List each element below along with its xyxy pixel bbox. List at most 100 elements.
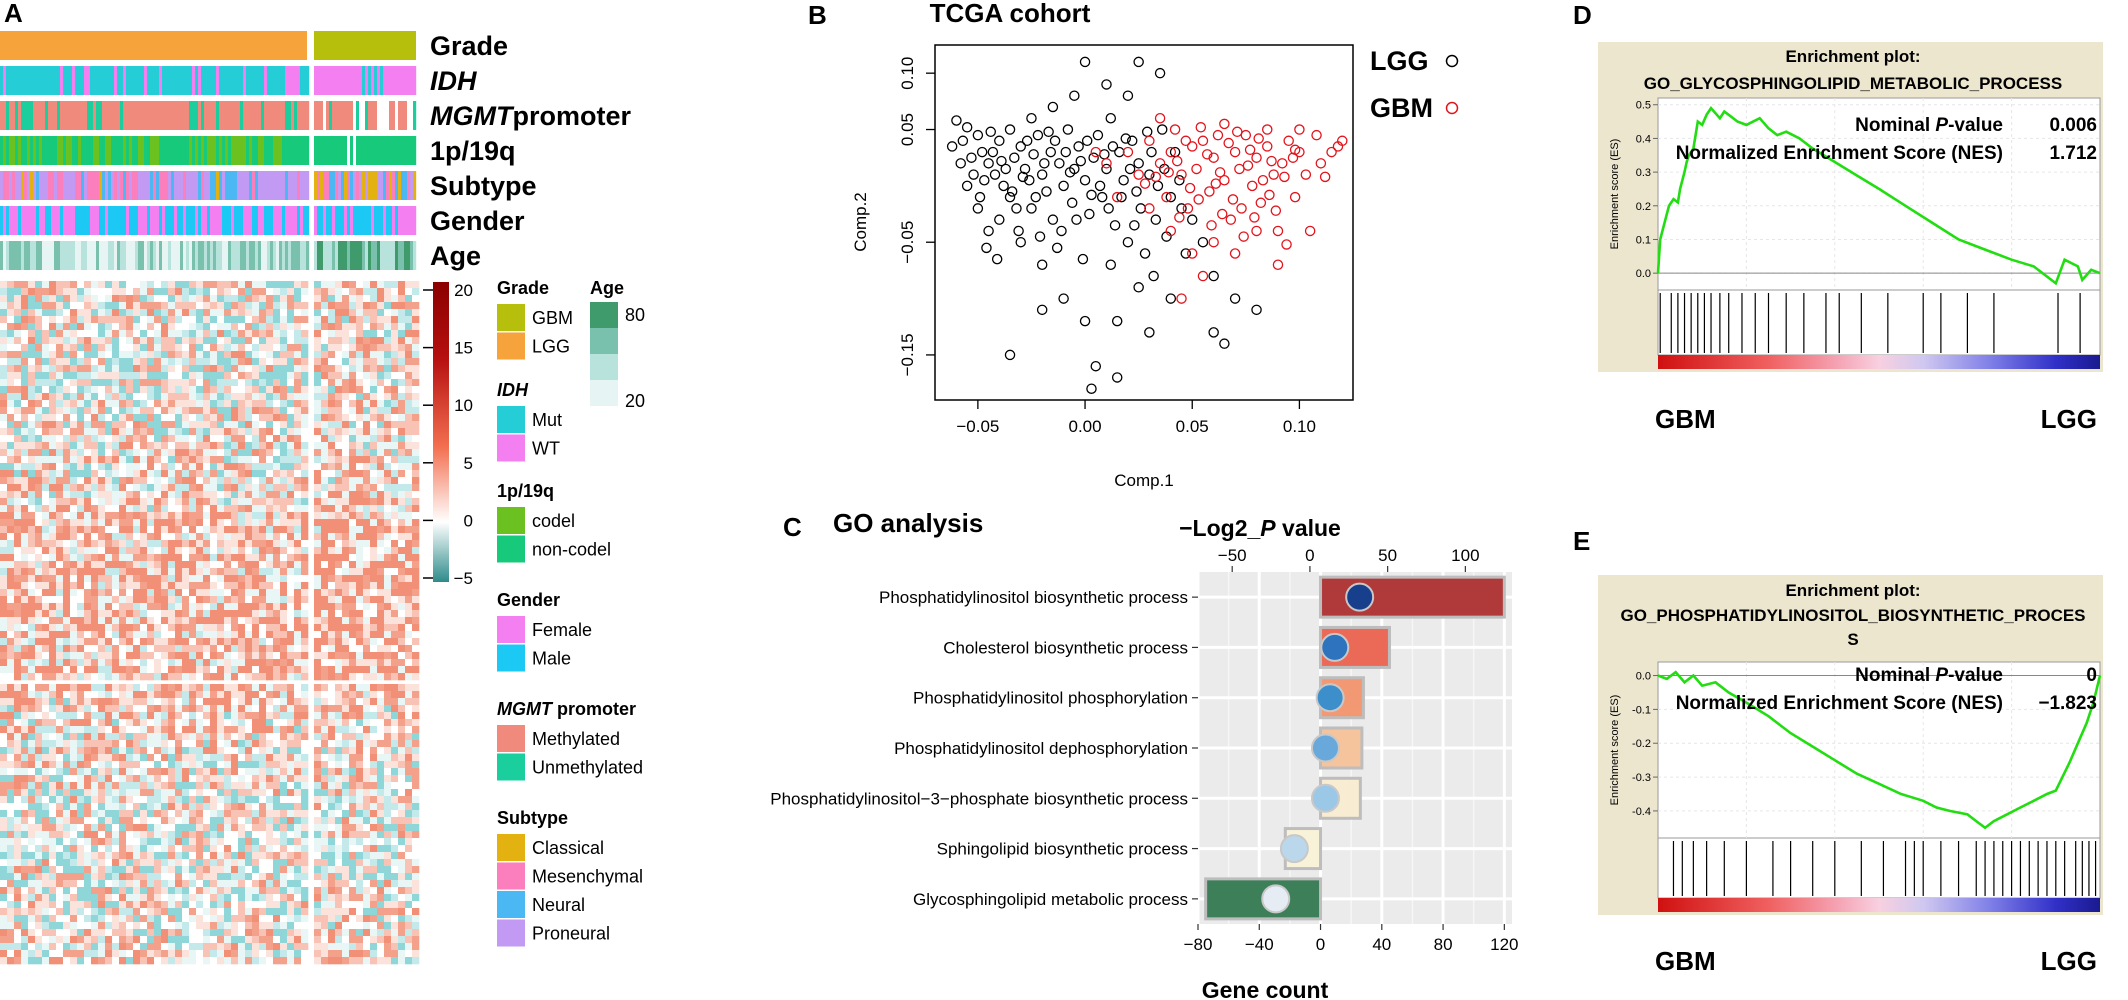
track-label: 1p/19q bbox=[430, 136, 516, 166]
heatmap-cell bbox=[0, 754, 8, 762]
annotation-cell bbox=[153, 206, 157, 235]
track-label: Age bbox=[430, 241, 481, 271]
heatmap-cell bbox=[119, 817, 127, 825]
heatmap-cell bbox=[189, 831, 197, 839]
heatmap-cell bbox=[294, 652, 302, 660]
heatmap-cell bbox=[273, 929, 281, 937]
annotation-cell bbox=[300, 101, 304, 130]
heatmap-cell bbox=[105, 610, 113, 618]
heatmap-cell bbox=[77, 421, 85, 429]
heatmap-cell bbox=[168, 484, 176, 492]
heatmap-cell bbox=[98, 344, 106, 352]
heatmap-cell bbox=[210, 691, 218, 699]
heatmap-cell bbox=[161, 351, 169, 359]
heatmap-cell bbox=[182, 610, 190, 618]
annotation-cell bbox=[117, 66, 121, 95]
heatmap-cell bbox=[105, 859, 113, 867]
heatmap-cell bbox=[231, 519, 239, 527]
heatmap-cell bbox=[280, 754, 288, 762]
heatmap-cell bbox=[168, 337, 176, 345]
heatmap-cell bbox=[105, 533, 113, 541]
heatmap-cell bbox=[252, 652, 260, 660]
heatmap-cell bbox=[224, 344, 232, 352]
annotation-cell bbox=[240, 66, 244, 95]
heatmap-cell bbox=[252, 491, 260, 499]
annotation-cell bbox=[395, 136, 399, 165]
heatmap-cell bbox=[252, 831, 260, 839]
heatmap-cell bbox=[140, 428, 148, 436]
heatmap-cell bbox=[154, 323, 162, 331]
heatmap-cell bbox=[294, 526, 302, 534]
heatmap-cell bbox=[119, 726, 127, 734]
heatmap-cell bbox=[161, 768, 169, 776]
heatmap-cell bbox=[0, 901, 8, 909]
heatmap-cell bbox=[217, 463, 225, 471]
heatmap-cell bbox=[28, 330, 36, 338]
annotation-cell bbox=[338, 171, 342, 200]
heatmap-cell bbox=[287, 859, 295, 867]
annotation-cell bbox=[207, 241, 211, 270]
heatmap-cell bbox=[84, 547, 92, 555]
heatmap-cell bbox=[245, 915, 253, 923]
heatmap-cell bbox=[273, 631, 281, 639]
annotation-cell bbox=[344, 101, 348, 130]
heatmap-cell bbox=[231, 666, 239, 674]
heatmap-cell bbox=[77, 428, 85, 436]
annotation-cell bbox=[285, 101, 289, 130]
annotation-cell bbox=[141, 206, 145, 235]
heatmap-cell bbox=[35, 323, 43, 331]
annotation-cell bbox=[36, 241, 40, 270]
heatmap-cell bbox=[126, 351, 134, 359]
annotation-cell bbox=[33, 241, 37, 270]
heatmap-cell bbox=[287, 547, 295, 555]
heatmap-cell bbox=[42, 603, 50, 611]
heatmap-cell bbox=[301, 747, 309, 755]
heatmap-cell bbox=[49, 684, 57, 692]
heatmap-cell bbox=[203, 498, 211, 506]
heatmap-cell bbox=[7, 421, 15, 429]
heatmap-cell bbox=[0, 852, 8, 860]
heatmap-cell bbox=[294, 337, 302, 345]
heatmap-cell bbox=[273, 435, 281, 443]
heatmap-cell bbox=[280, 505, 288, 513]
heatmap-cell bbox=[280, 400, 288, 408]
heatmap-cell bbox=[7, 705, 15, 713]
heatmap-cell bbox=[287, 915, 295, 923]
heatmap-cell bbox=[189, 740, 197, 748]
heatmap-cell bbox=[42, 705, 50, 713]
heatmap-cell bbox=[168, 817, 176, 825]
annotation-cell bbox=[162, 171, 166, 200]
heatmap-cell bbox=[245, 442, 253, 450]
heatmap-cell bbox=[154, 866, 162, 874]
heatmap-cell bbox=[273, 936, 281, 944]
heatmap-cell bbox=[175, 582, 183, 590]
heatmap-cell bbox=[84, 526, 92, 534]
heatmap-cell bbox=[56, 498, 64, 506]
heatmap-cell bbox=[42, 740, 50, 748]
heatmap-cell bbox=[35, 617, 43, 625]
heatmap-cell bbox=[168, 477, 176, 485]
heatmap-cell bbox=[168, 281, 176, 289]
heatmap-cell bbox=[147, 554, 155, 562]
heatmap-cell bbox=[287, 393, 295, 401]
heatmap-cell bbox=[14, 733, 22, 741]
heatmap-cell bbox=[161, 582, 169, 590]
heatmap-cell bbox=[231, 817, 239, 825]
heatmap-cell bbox=[49, 866, 57, 874]
heatmap-cell bbox=[301, 547, 309, 555]
annotation-cell bbox=[335, 171, 339, 200]
heatmap-cell bbox=[210, 712, 218, 720]
heatmap-cell bbox=[49, 484, 57, 492]
heatmap-cell bbox=[84, 929, 92, 937]
heatmap-cell bbox=[56, 568, 64, 576]
heatmap-cell bbox=[210, 386, 218, 394]
annotation-cell bbox=[99, 241, 103, 270]
heatmap-cell bbox=[161, 281, 169, 289]
heatmap-cell bbox=[252, 309, 260, 317]
heatmap-cell bbox=[294, 477, 302, 485]
heatmap-cell bbox=[91, 337, 99, 345]
annotation-cell bbox=[174, 136, 178, 165]
heatmap-cell bbox=[245, 323, 253, 331]
heatmap-cell bbox=[182, 908, 190, 916]
